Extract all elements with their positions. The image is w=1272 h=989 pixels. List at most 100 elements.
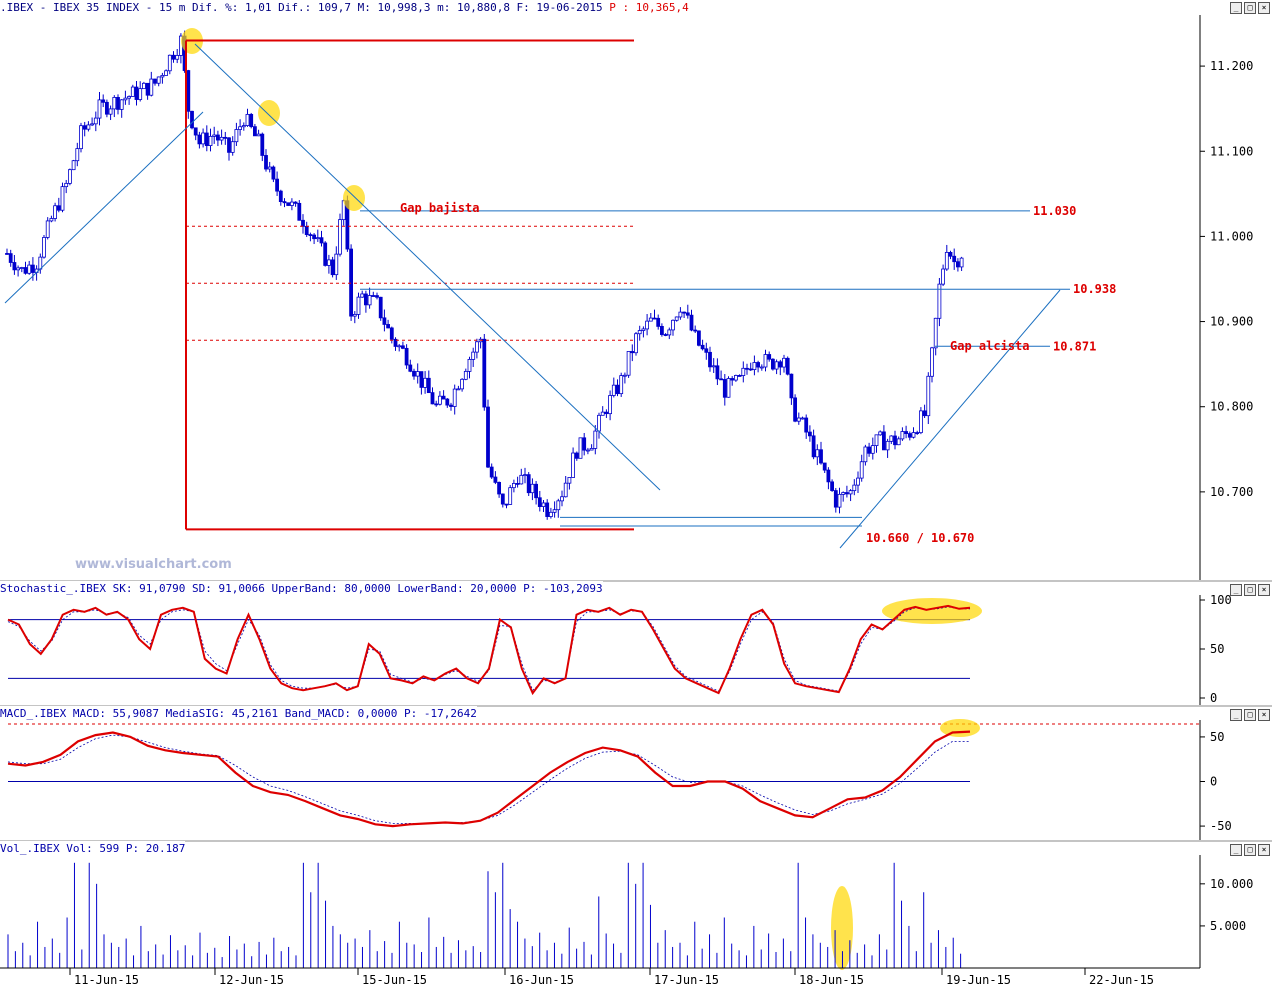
candle-body [611,384,616,396]
candle-body [804,417,809,433]
x-tick-label: 19-Jun-15 [946,973,1011,987]
stoch-minimize-button[interactable]: _ [1230,584,1242,596]
candle-body [719,378,723,381]
candle-body [297,202,302,221]
gap-bajista-label: Gap bajista [400,201,479,215]
candle-body [833,490,838,508]
candle-body [304,225,309,235]
candle-body [208,135,213,146]
candle-body [526,474,531,494]
candle-body [289,201,294,206]
candle-body [545,502,550,517]
candle-body [660,325,664,335]
candle-body [227,137,231,153]
candle-body [256,133,261,137]
candle-body [552,509,557,513]
candle-body [245,113,250,126]
candle-body [371,295,376,297]
candle-body [648,317,653,322]
candle-body [537,497,542,507]
maximize-button[interactable]: □ [1244,2,1256,14]
candle-body [404,347,409,366]
candle-body [193,127,198,136]
y-tick-label: 10.900 [1210,315,1253,329]
candle-body [423,377,428,388]
x-tick-label: 16-Jun-15 [509,973,574,987]
stoch-overbought-highlight [882,598,982,624]
candle-body [123,97,128,101]
candle-body [808,431,812,437]
candle-body [412,370,416,377]
candle-body [645,320,649,330]
candle-body [326,259,331,266]
macd-y-tick-label: -50 [1210,819,1232,833]
x-tick-label: 17-Jun-15 [654,973,719,987]
instrument-info: .IBEX - IBEX 35 INDEX - 15 m Dif. %: 1,0… [0,1,603,14]
candle-body [789,373,794,399]
candle-body [323,242,328,266]
candle-body [782,357,786,368]
candle-body [541,502,546,507]
vol-maximize-button[interactable]: □ [1244,844,1256,856]
candle-body [623,374,627,377]
candle-body [334,253,339,276]
candle-body [367,295,372,306]
candle-body [571,452,575,478]
candle-body [338,219,342,255]
candle-body [734,375,738,381]
candle-body [708,351,712,368]
candle-body [722,379,727,398]
vol-close-button[interactable]: × [1258,844,1270,856]
candle-body [275,178,280,192]
candle-body [156,76,161,84]
candle-body [586,449,590,452]
candle-body [919,410,923,434]
minimize-button[interactable]: _ [1230,2,1242,14]
candle-body [5,253,9,255]
candle-body [260,133,265,156]
stoch-maximize-button[interactable]: □ [1244,584,1256,596]
candle-body [352,314,357,317]
x-tick-label: 11-Jun-15 [74,973,139,987]
y-tick-label: 10.700 [1210,485,1253,499]
close-button[interactable]: × [1258,2,1270,14]
candle-body [400,345,405,349]
swing-high-marker [258,100,280,126]
candle-body [230,141,235,153]
candle-body [959,257,964,268]
candle-body [589,448,594,451]
candle-body [956,261,960,268]
candle-body [597,414,601,432]
macd-minimize-button[interactable]: _ [1230,709,1242,721]
candle-body [437,395,442,405]
candle-body [42,237,46,258]
candle-body [693,329,698,332]
candle-body [175,55,180,60]
stoch-sk-line [7,604,971,696]
vol-minimize-button[interactable]: _ [1230,844,1242,856]
candle-body [930,347,934,377]
stoch-close-button[interactable]: × [1258,584,1270,596]
macd-close-button[interactable]: × [1258,709,1270,721]
candle-body [685,312,690,316]
macd-maximize-button[interactable]: □ [1244,709,1256,721]
candle-body [948,251,953,257]
candle-body [264,155,268,170]
candle-body [201,132,206,145]
candle-body [663,334,668,336]
candle-body [319,237,324,244]
candle-body [819,449,823,464]
candle-body [756,362,760,368]
level-10938-label: 10.938 [1073,282,1116,296]
candle-body [767,354,772,360]
candle-body [885,440,890,451]
candle-body [730,378,735,381]
candle-body [800,417,805,420]
candle-body [382,317,387,325]
candle-body [745,367,749,370]
candle-body [534,483,538,499]
candle-body [190,110,194,129]
candle-body [922,410,927,417]
candle-body [822,462,827,471]
